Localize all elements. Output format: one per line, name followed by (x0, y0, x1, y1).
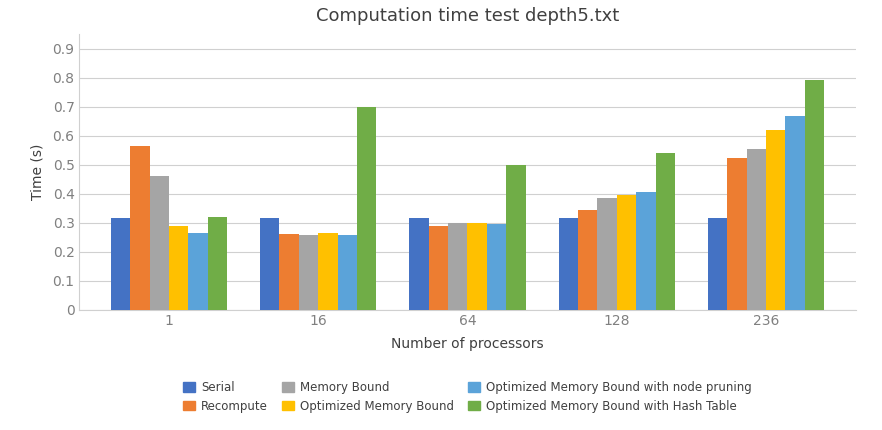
Bar (208, 217, 228, 310)
Bar (150, 176, 169, 310)
Bar (338, 235, 357, 310)
Bar (727, 157, 746, 310)
Bar (487, 224, 506, 310)
Title: Computation time test depth5.txt: Computation time test depth5.txt (316, 6, 619, 25)
Bar (506, 165, 526, 310)
Bar (707, 218, 727, 310)
Bar (636, 192, 655, 310)
Bar (429, 226, 448, 310)
Bar (280, 234, 299, 310)
Bar (578, 210, 597, 310)
Bar (448, 223, 467, 310)
Bar (260, 218, 280, 310)
Bar (655, 153, 675, 310)
Bar (558, 218, 578, 310)
Bar (804, 80, 824, 310)
Bar (111, 218, 131, 310)
Y-axis label: Time (s): Time (s) (30, 144, 44, 200)
Bar (409, 218, 429, 310)
Bar (357, 107, 377, 310)
Bar (617, 195, 636, 310)
Bar (299, 235, 318, 310)
Bar (189, 233, 208, 310)
Bar (785, 116, 804, 310)
Bar (467, 223, 487, 310)
Bar (131, 146, 150, 310)
Bar (597, 198, 617, 310)
Bar (766, 130, 785, 310)
X-axis label: Number of processors: Number of processors (391, 337, 544, 351)
Bar (746, 149, 766, 310)
Bar (318, 233, 338, 310)
Legend: Serial, Recompute, Memory Bound, Optimized Memory Bound, Optimized Memory Bound : Serial, Recompute, Memory Bound, Optimiz… (179, 376, 756, 418)
Bar (169, 226, 189, 310)
